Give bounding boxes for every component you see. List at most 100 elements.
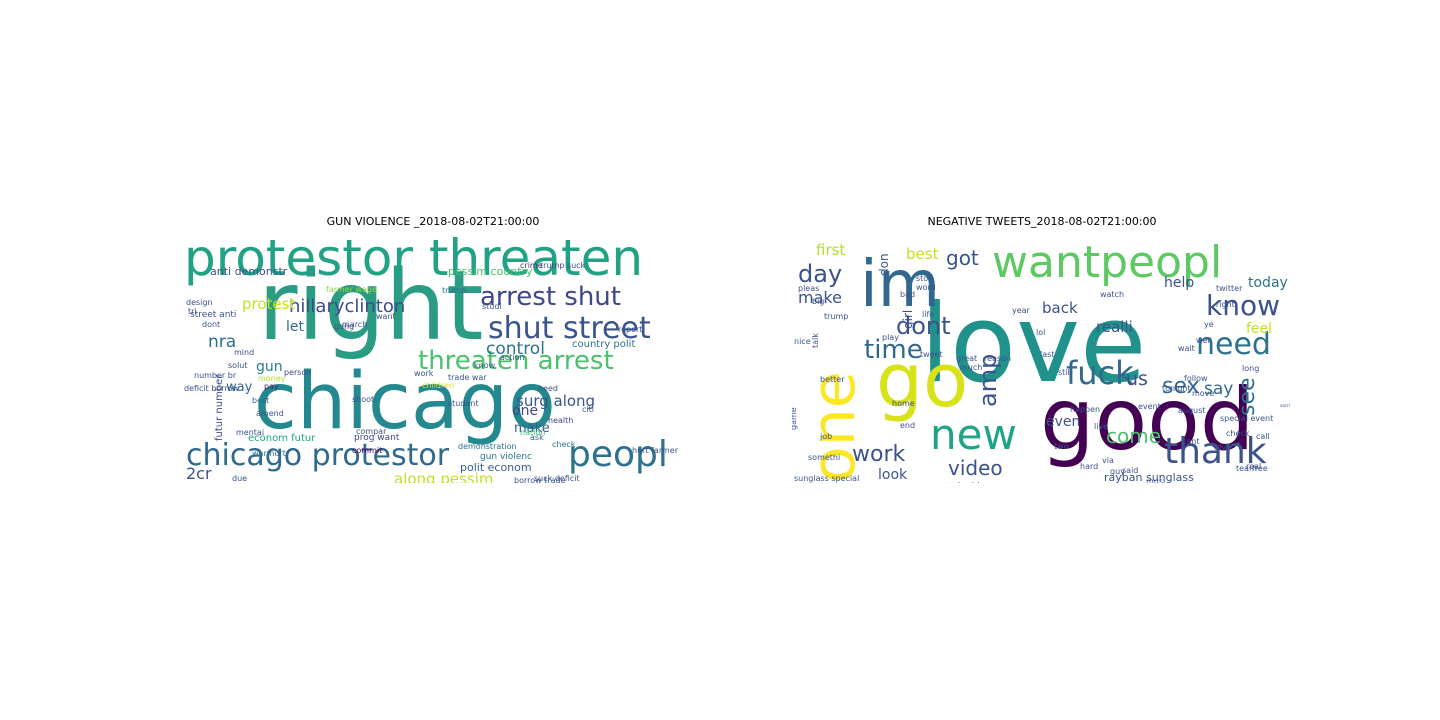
wordcloud-word: august (1178, 406, 1205, 415)
wordcloud-word: first (816, 241, 845, 259)
wordcloud-word: today (1248, 275, 1288, 291)
wordcloud-word: big (812, 297, 824, 306)
wordcloud-word: hard (1080, 462, 1098, 471)
wordcloud-word: somethi (808, 453, 840, 462)
right-panel-title: NEGATIVE TWEETS_2018-08-02T21:00:00 (927, 215, 1157, 228)
wordcloud-word: know (474, 361, 496, 370)
wordcloud-word: deficit borrow (184, 384, 239, 393)
wordcloud-word: citi (582, 405, 594, 414)
wordcloud-word: life (922, 310, 934, 319)
negative-tweets-wordcloud: love good go im one wantpeopl new thank fuck need… (792, 231, 1292, 483)
wordcloud-word: twitter (1216, 284, 1243, 293)
wordcloud-word: ye (1204, 320, 1214, 329)
wordcloud-word: protestor threaten (184, 231, 643, 287)
wordcloud-word: number br (194, 371, 237, 380)
wordcloud-word: say (1204, 379, 1233, 399)
left-panel-title: GUN VIOLENCE _2018-08-02T21:00:00 (326, 215, 540, 228)
wordcloud-word: reason (984, 354, 1011, 363)
wordcloud-word: hurt farmer (632, 446, 679, 455)
wordcloud-word: go (876, 338, 968, 424)
wordcloud-word: control (486, 339, 545, 359)
wordcloud-word: give (1214, 443, 1231, 452)
wordcloud-word: well (1196, 336, 1212, 345)
wordcloud-word: due (232, 474, 247, 483)
wordcloud-word: mentai (236, 428, 264, 437)
wordcloud-word: commit (352, 446, 382, 455)
wordcloud-word: talk (811, 333, 820, 348)
wordcloud-word: protest (242, 295, 295, 313)
wordcloud-word: health (548, 416, 573, 425)
wordcloud-word: work (852, 442, 905, 467)
wordcloud-word: chicago (254, 357, 556, 447)
wordcloud-word: children (422, 381, 454, 390)
wordcloud-word: girl (901, 310, 915, 329)
wordcloud-word: anti demonstr (210, 265, 288, 278)
wordcloud-word: tri (188, 307, 197, 316)
wordcloud-word: march (342, 320, 367, 329)
wordcloud-word: day (798, 260, 842, 288)
wordcloud-word: amp (974, 354, 1002, 407)
wordcloud-word: stop (916, 274, 933, 283)
wordcloud-word: cant (1182, 437, 1200, 446)
wordcloud-word: look (878, 467, 908, 483)
wordcloud-word: chicago protestor (186, 438, 450, 473)
wordcloud-word: call (1256, 432, 1270, 441)
wordcloud-word: shit (792, 231, 807, 233)
wordcloud-word: gang (334, 322, 354, 331)
wordcloud-word: one (512, 403, 538, 419)
wordcloud-word: make (798, 288, 842, 307)
wordcloud-word: make (514, 421, 550, 436)
wordcloud-word: video (948, 456, 1003, 480)
wordcloud-word: polit econom (460, 461, 532, 474)
wordcloud-word: along pessim (394, 470, 494, 483)
wordcloud-word: farmer wage (326, 285, 377, 294)
wordcloud-word: pleas (798, 284, 819, 293)
wordcloud-word: student (448, 399, 479, 408)
wordcloud-word: pay (264, 382, 279, 391)
wordcloud-word: country polit (572, 339, 635, 350)
wordcloud-word: rayban sunglass (1104, 471, 1194, 483)
wordcloud-word: trump suck (540, 261, 586, 270)
wordcloud-word: shut street (488, 311, 651, 346)
wordcloud-word: right (258, 250, 484, 362)
wordcloud-word: great (956, 354, 977, 363)
wordcloud-word: design (186, 298, 213, 307)
wordcloud-word: check (552, 440, 576, 449)
wordcloud-word: threaten arrest (418, 346, 614, 376)
wordcloud-word: end (900, 421, 915, 430)
wordcloud-word: still (1058, 368, 1072, 377)
wordcloud-word: follow (1184, 374, 1208, 383)
wordcloud-word: action (500, 353, 525, 362)
wordcloud-word: way (226, 380, 253, 395)
wordcloud-word: musi (1146, 477, 1165, 483)
wordcloud-word: team (1236, 464, 1257, 473)
wordcloud-word: said (1122, 466, 1138, 475)
wordcloud-word: much (960, 363, 982, 372)
wordcloud-word: time (864, 335, 923, 365)
wordcloud-word: econom futur (248, 433, 316, 444)
wordcloud-word: tweet (920, 350, 943, 359)
wordcloud-word: right (1216, 300, 1235, 309)
wordcloud-word: don (877, 253, 891, 276)
wordcloud-word: street anti (190, 310, 236, 320)
wordcloud-word: solut (228, 361, 248, 370)
wordcloud-word: back (1042, 299, 1078, 317)
wordcloud-word: amend (256, 409, 284, 418)
wordcloud-word: borrow trade (514, 476, 566, 483)
wordcloud-word: better (820, 375, 845, 384)
wordcloud-word: hillaryclinton (289, 296, 405, 317)
wordcloud-word: one (799, 371, 869, 483)
wordcloud-word: thank (1164, 431, 1267, 472)
wordcloud-word: let (286, 319, 305, 335)
wordcloud-word: trump (442, 286, 466, 295)
wordcloud-word: free (1252, 464, 1268, 473)
wordcloud-word: need (538, 384, 558, 393)
wordcloud-word: money (258, 374, 286, 383)
wordcloud-word: report (618, 325, 642, 334)
wordcloud-word: home (892, 399, 915, 408)
wordcloud-word: special event (1220, 414, 1273, 423)
wordcloud-word: move (1192, 389, 1214, 398)
wordcloud-word: fuck (1066, 354, 1134, 392)
